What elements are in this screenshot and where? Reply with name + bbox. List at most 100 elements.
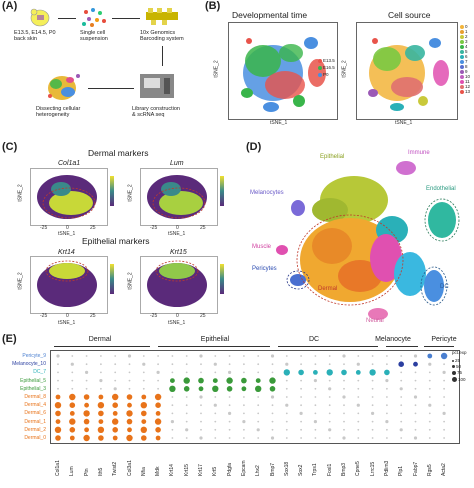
label-melanocytes: Melanocytes (250, 190, 284, 196)
grp-melanocyte: Melanocyte (375, 336, 411, 343)
arrow-1 (58, 18, 76, 19)
dotplot-col-label: Krt15 (183, 464, 190, 476)
dotplot-col-label: Krt5 (212, 466, 219, 476)
tsne-krt15 (140, 256, 218, 314)
time-legend-0: E13.5 (318, 58, 335, 63)
pct-exp-title: pct.exp (452, 350, 467, 355)
b-left-title: Developmental time (232, 10, 308, 20)
source-legend-12: 12 (460, 84, 474, 89)
gene-krt15: Krt15 (170, 249, 187, 256)
dotplot-col-label: Plp1 (398, 465, 405, 476)
dotplot-row-label: Epithelial_5 (20, 377, 46, 384)
suspension-icon (80, 6, 108, 28)
dotplot-row-label: Dermal_8 (24, 394, 46, 400)
workflow-step1-text: E13.5, E14.5, P0 back skin (14, 30, 56, 42)
dotplot-col-label: Pdlim3 (383, 460, 390, 476)
dotplot-col-label: Trps1 (312, 463, 319, 476)
source-legend: 0 1 2 3 4 5 6 7 8 9 10 11 12 13 (460, 24, 474, 94)
dotplot-row-label: DC_7 (33, 369, 46, 376)
c-tick-2a: -25 (150, 225, 158, 231)
arrow-3 (162, 46, 163, 66)
workflow-step2-text: Single cell suspension (80, 30, 108, 42)
gene-lum: Lum (170, 160, 184, 167)
dotplot-col-label: Cpne5 (355, 461, 362, 476)
dotplot-col-label: Krt17 (198, 464, 204, 476)
dotplot-col-label: Bmp3 (341, 462, 347, 476)
dotplot-row-label: Dermal_0 (24, 435, 46, 441)
colorbar-krt15 (220, 264, 224, 294)
c-xlabel-1: tSNE_1 (58, 231, 76, 237)
b-right-ylabel: tSNE_2 (341, 60, 348, 78)
dotplot-col-label: Nfia (140, 467, 147, 476)
b-left-ylabel: tSNE_2 (213, 60, 220, 78)
dotplot-col-label: Acta2 (441, 463, 448, 476)
tsne-developmental-time (228, 22, 338, 120)
pct-legend-2: 75 (452, 370, 462, 375)
mouse-icon (28, 6, 52, 28)
b-right-xlabel: tSNE_1 (395, 120, 413, 126)
dotplot-row-label: Melanocyte_10 (12, 361, 46, 368)
gene-krt14: Krt14 (58, 249, 75, 256)
dotplot-row-label: Dermal_4 (24, 402, 46, 409)
workflow-step5-text: Dissecting cellular heterogeneity (36, 106, 81, 118)
source-legend-10: 10 (460, 74, 474, 79)
grp-epithelial: Epithelial (200, 336, 230, 343)
source-legend-7: 7 (460, 59, 474, 64)
colorbar-col1a1 (110, 176, 114, 206)
source-legend-3: 3 (460, 39, 474, 44)
label-immune: Immune (408, 150, 430, 156)
dotplot-col-label: Col1a1 (55, 460, 61, 476)
label-pericytes: Pericytes (252, 266, 277, 272)
pct-legend-0: 25 (452, 358, 460, 363)
time-legend-2: P0 (318, 72, 329, 77)
tsne-krt14 (30, 256, 108, 314)
dotplot-col-label: Fabp7 (412, 461, 419, 476)
pct-legend-3: 100 (452, 377, 466, 383)
grp-line-dc (278, 346, 378, 347)
grp-dermal: Dermal (88, 336, 112, 343)
grp-dc: DC (308, 336, 320, 343)
workflow-step4-text: Library construction & scRNA seq (132, 106, 180, 118)
panel-label-e: (E) (2, 333, 17, 345)
c-tick-1b: 0 (66, 225, 69, 231)
workflow-step3-text: 10x Genomics Barcoding system (140, 30, 184, 42)
c-tick-3c: 25 (90, 313, 96, 319)
source-legend-0: 0 (460, 24, 474, 29)
dotplot-col-label: Lrrc15 (369, 461, 376, 476)
c-ylabel-3: tSNE_2 (17, 272, 24, 290)
b-left-xlabel: tSNE_1 (270, 120, 288, 126)
c-xlabel-2: tSNE_1 (168, 231, 186, 237)
dotplot-col-label: Lum (69, 466, 76, 476)
dotplot-col-label: Sox18 (283, 461, 290, 476)
source-legend-9: 9 (460, 69, 474, 74)
panel-label-c: (C) (2, 141, 18, 153)
arrow-2 (112, 18, 140, 19)
dotplot-col-label: Sox2 (298, 464, 305, 476)
colorbar-krt14 (110, 264, 114, 294)
sequencer-icon (138, 70, 178, 102)
dotplot-row-label: Dermal_6 (24, 410, 46, 417)
c-tick-3b: 0 (66, 313, 69, 319)
dotplot-col-label: Twist2 (112, 461, 119, 476)
gene-col1a1: Col1a1 (58, 160, 81, 167)
label-epithelial: Epithelial (320, 154, 345, 160)
grp-line-pericyte (424, 346, 454, 347)
grp-pericyte: Pericyte (431, 336, 457, 343)
label-dc: DC (440, 284, 449, 290)
c-ylabel-2: tSNE_2 (127, 184, 134, 202)
label-muscle: Muscle (252, 244, 272, 250)
dotplot-col-label: Ptn (83, 468, 90, 476)
c-ylabel-1: tSNE_2 (17, 184, 24, 202)
source-legend-2: 2 (460, 34, 474, 39)
dotplot-row-label: Epithelial_3 (20, 385, 46, 392)
grp-line-melanocyte (386, 346, 418, 347)
c-dermal-title: Dermal markers (88, 148, 149, 158)
c-tick-4c: 25 (200, 313, 206, 319)
source-legend-8: 8 (460, 64, 474, 69)
b-right-title: Cell source (388, 10, 431, 20)
panel-label-d: (D) (246, 141, 262, 153)
dotplot-col-label: Rgs5 (426, 464, 433, 476)
dotplot-col-label: Pdgfa (226, 462, 233, 476)
dotplot-col-label: Fosl1 (326, 463, 333, 476)
grp-line-dermal (54, 346, 150, 347)
